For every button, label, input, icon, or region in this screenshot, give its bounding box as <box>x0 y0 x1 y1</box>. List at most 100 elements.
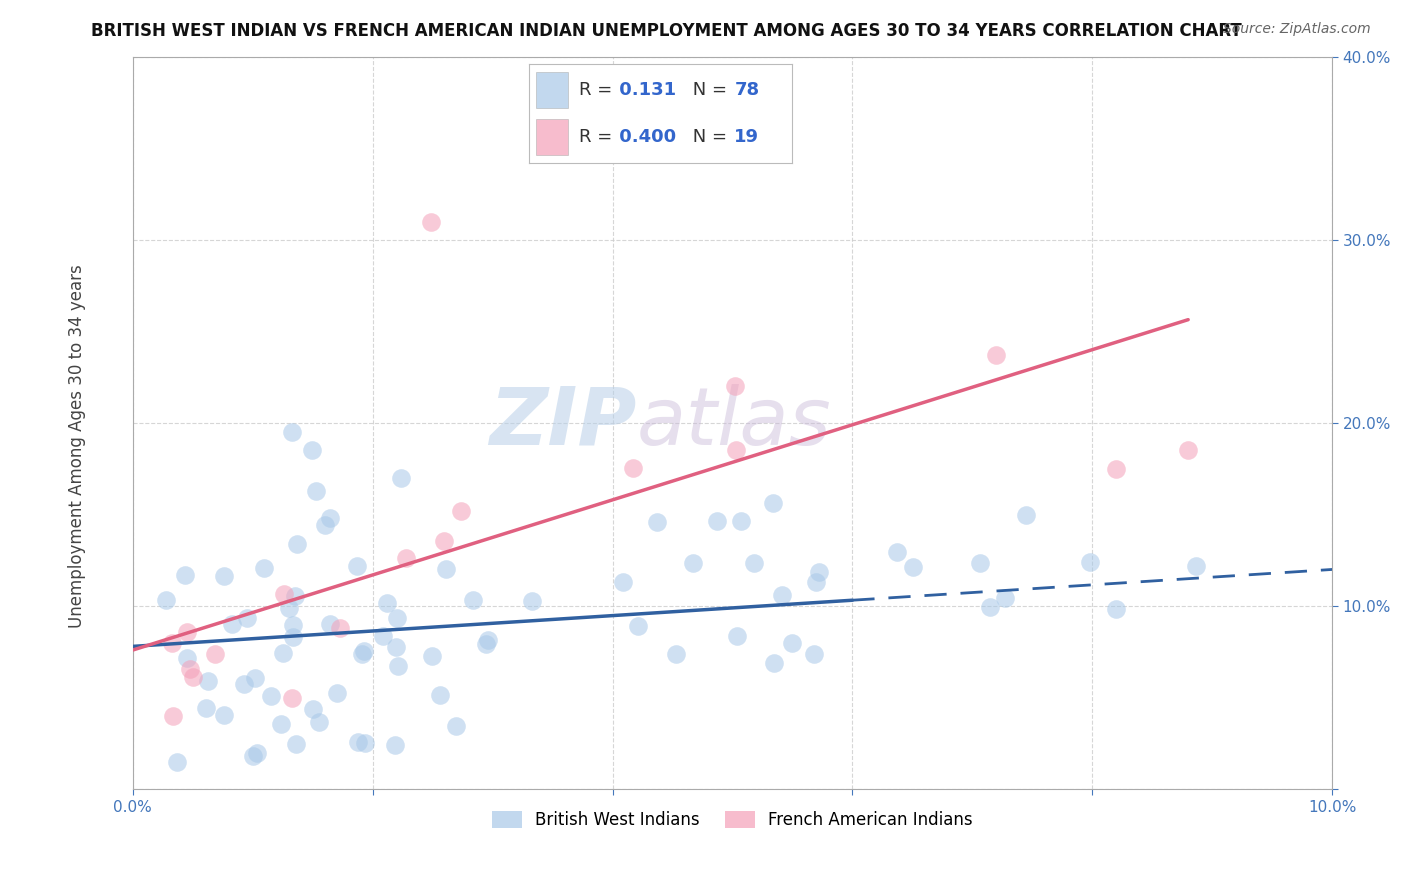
Point <box>281 690 304 705</box>
Point <box>162 635 184 649</box>
Point <box>166 755 188 769</box>
Point <box>284 737 307 751</box>
Point <box>419 214 441 228</box>
Point <box>450 503 472 517</box>
Point <box>986 348 1008 362</box>
Point <box>318 511 340 525</box>
Point <box>387 659 409 673</box>
Point <box>305 483 328 498</box>
Point <box>782 635 804 649</box>
Point <box>246 746 269 760</box>
Point <box>429 688 451 702</box>
Point <box>612 575 634 590</box>
Point <box>301 702 323 716</box>
Point <box>350 647 373 661</box>
Point <box>803 648 825 662</box>
Point <box>645 515 668 529</box>
Point <box>1105 461 1128 475</box>
Point <box>463 592 485 607</box>
Point <box>706 514 728 528</box>
Point <box>174 567 197 582</box>
Point <box>725 629 748 643</box>
Point <box>242 749 264 764</box>
Point <box>627 619 650 633</box>
Point <box>273 587 295 601</box>
Point <box>762 656 785 670</box>
Point <box>221 617 243 632</box>
Point <box>994 591 1017 606</box>
Point <box>682 556 704 570</box>
Text: atlas: atlas <box>637 384 831 462</box>
Point <box>179 662 201 676</box>
Point <box>1177 443 1199 458</box>
Point <box>522 594 544 608</box>
Point <box>762 496 785 510</box>
Point <box>212 569 235 583</box>
Point <box>1185 559 1208 574</box>
Point <box>162 709 184 723</box>
Point <box>1105 602 1128 616</box>
Point <box>281 630 304 644</box>
Point <box>329 621 352 635</box>
Point <box>347 735 370 749</box>
Point <box>770 588 793 602</box>
Point <box>444 719 467 733</box>
Point <box>346 559 368 574</box>
Point <box>730 514 752 528</box>
Point <box>434 562 457 576</box>
Point <box>371 629 394 643</box>
Text: ZIP: ZIP <box>489 384 637 462</box>
Point <box>278 601 301 615</box>
Point <box>742 556 765 570</box>
Point <box>197 674 219 689</box>
Point <box>724 379 747 393</box>
Point <box>1015 508 1038 523</box>
Point <box>621 460 644 475</box>
Point <box>391 471 413 485</box>
Text: Source: ZipAtlas.com: Source: ZipAtlas.com <box>1223 22 1371 37</box>
Point <box>259 690 281 704</box>
Point <box>271 646 294 660</box>
Point <box>806 574 828 589</box>
Point <box>236 610 259 624</box>
Point <box>385 611 408 625</box>
Point <box>281 618 304 632</box>
Point <box>969 556 991 570</box>
Point <box>176 625 198 640</box>
Point <box>325 686 347 700</box>
Point <box>155 592 177 607</box>
Point <box>319 616 342 631</box>
Point <box>354 736 377 750</box>
Point <box>477 633 499 648</box>
Point <box>886 545 908 559</box>
Point <box>314 518 336 533</box>
Point <box>285 537 308 551</box>
Point <box>181 670 204 684</box>
Point <box>301 443 323 458</box>
Point <box>308 714 330 729</box>
Point <box>176 650 198 665</box>
Point <box>433 533 456 548</box>
Point <box>353 644 375 658</box>
Point <box>284 589 307 603</box>
Point <box>475 637 498 651</box>
Point <box>979 599 1001 614</box>
Point <box>1078 555 1101 569</box>
Point <box>204 647 226 661</box>
Point <box>808 565 831 579</box>
Point <box>665 648 688 662</box>
Point <box>384 738 406 752</box>
Point <box>233 677 256 691</box>
Point <box>375 596 398 610</box>
Text: Unemployment Among Ages 30 to 34 years: Unemployment Among Ages 30 to 34 years <box>69 264 86 628</box>
Legend: British West Indians, French American Indians: British West Indians, French American In… <box>485 805 980 836</box>
Point <box>243 671 266 685</box>
Point <box>270 717 292 731</box>
Point <box>385 640 408 654</box>
Point <box>901 559 924 574</box>
Point <box>724 442 747 457</box>
Point <box>281 425 304 439</box>
Point <box>253 561 276 575</box>
Point <box>395 550 418 565</box>
Point <box>420 649 443 664</box>
